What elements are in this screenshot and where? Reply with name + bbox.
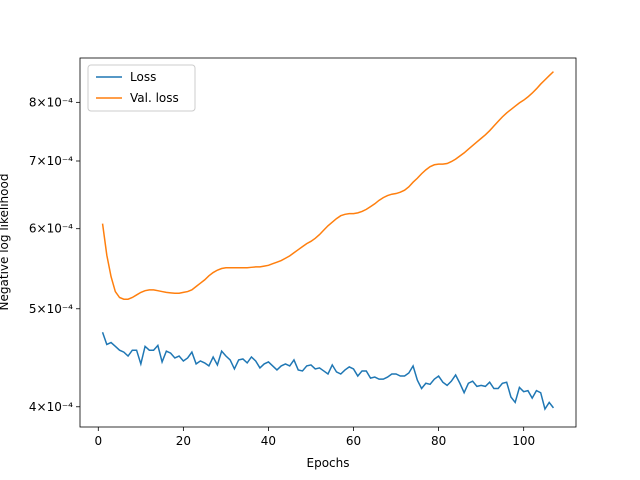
x-tick-label: 20: [176, 434, 191, 448]
plot-frame: [79, 57, 577, 428]
line-series: [101, 331, 555, 411]
y-tick-label: 8×10⁻⁴: [29, 95, 73, 109]
y-tick-label: 6×10⁻⁴: [29, 222, 73, 236]
x-tick-label: 80: [431, 434, 446, 448]
x-axis-label: Epochs: [307, 456, 350, 470]
y-axis-label: Negative log likelihood: [0, 174, 11, 311]
y-tick-label: 4×10⁻⁴: [29, 400, 73, 414]
x-tick-label: 0: [94, 434, 102, 448]
y-tick-label: 7×10⁻⁴: [29, 154, 73, 168]
x-tick-label: 60: [346, 434, 361, 448]
x-tick-label: 100: [512, 434, 535, 448]
legend-label: Loss: [130, 70, 156, 84]
legend-label: Val. loss: [130, 91, 179, 105]
x-tick-label: 40: [261, 434, 276, 448]
y-tick-label: 5×10⁻⁴: [29, 302, 73, 316]
line-series: [101, 71, 554, 300]
